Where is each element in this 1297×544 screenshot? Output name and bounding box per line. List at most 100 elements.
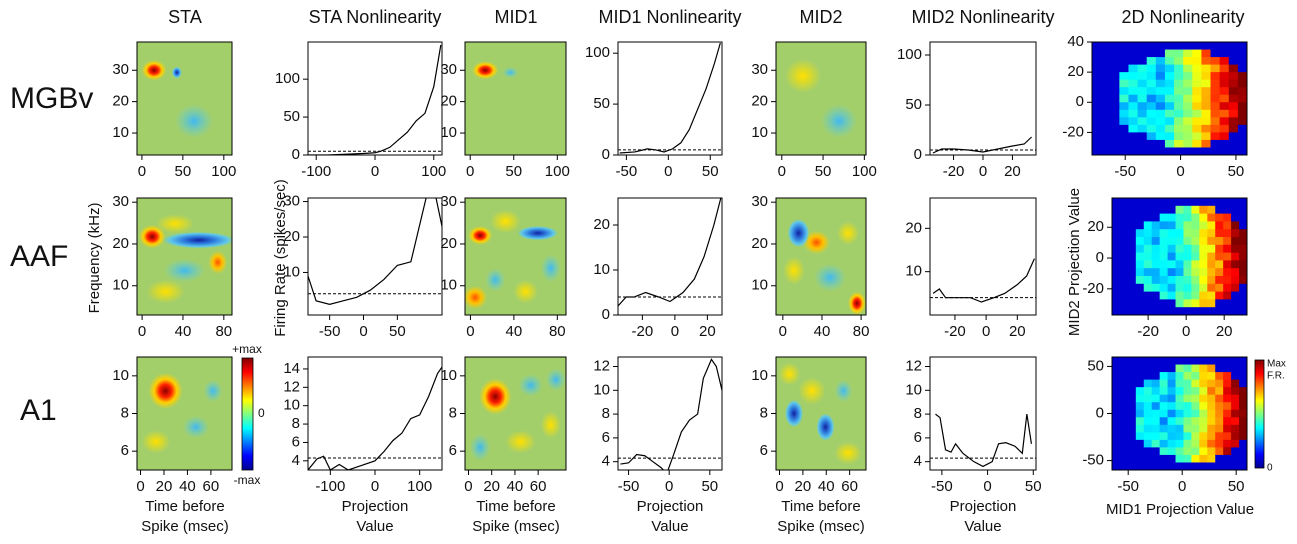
heatmap-cell	[1223, 424, 1232, 433]
x-tick-label: 0	[983, 478, 991, 495]
heatmap-cell	[1151, 198, 1161, 207]
heatmap-cell	[1201, 49, 1212, 58]
heatmap-cell	[1174, 132, 1184, 141]
heatmap-blob	[837, 221, 859, 245]
heatmap-cell	[1164, 79, 1175, 88]
heatmap-cell	[1119, 462, 1129, 470]
heatmap-cell	[1167, 205, 1177, 215]
heatmap-cell	[1183, 291, 1192, 300]
frame	[136, 41, 233, 156]
heatmap-cell	[1101, 139, 1111, 148]
colorbar-label: Max	[1267, 359, 1286, 370]
heatmap-cell	[1231, 276, 1240, 285]
heatmap-cell	[1137, 147, 1148, 155]
heatmap-cell	[1119, 409, 1129, 418]
heatmap-cell	[1183, 276, 1192, 285]
heatmap-cell	[1175, 260, 1184, 269]
heatmap-cell	[1112, 268, 1121, 277]
x-tick-label: -20	[1137, 323, 1159, 340]
heatmap-cell	[1223, 229, 1232, 238]
row-label: MGBv	[10, 82, 93, 115]
x-tick-label: 0	[138, 323, 146, 340]
heatmap-cell	[1191, 409, 1200, 418]
heatmap-cell	[1239, 252, 1247, 261]
heatmap-cell	[1175, 237, 1184, 246]
heatmap-cell	[1119, 364, 1129, 373]
heatmap-cell	[1191, 307, 1200, 315]
heatmap-cell	[1199, 372, 1208, 381]
heatmap-cell	[1219, 102, 1230, 111]
heatmap-blob	[146, 279, 185, 304]
heatmap-cell	[1110, 72, 1120, 81]
heatmap-cell	[1199, 432, 1208, 441]
colorbar	[241, 357, 254, 471]
x-tick-label: 0	[1176, 163, 1184, 180]
heatmap-cell	[1112, 213, 1121, 222]
heatmap-cell	[1183, 102, 1193, 111]
heatmap-cell	[1159, 307, 1169, 315]
heatmap-cell	[1119, 79, 1129, 88]
heatmap-cell	[1183, 117, 1193, 126]
heatmap-cell	[1239, 198, 1247, 207]
heatmap-cell	[1199, 205, 1208, 215]
column-title: STA Nonlinearity	[309, 7, 442, 27]
heatmap-cell	[1155, 102, 1166, 111]
heatmap-cell	[1155, 132, 1166, 141]
heatmap-cell	[1215, 229, 1224, 238]
heatmap-cell	[1146, 147, 1157, 155]
heatmap-cell	[1199, 417, 1208, 426]
column-title: STA	[168, 7, 202, 27]
heatmap-cell	[1112, 432, 1121, 441]
heatmap-cell	[1146, 124, 1157, 133]
heatmap-cell	[1201, 132, 1212, 141]
heatmap-cell	[1112, 237, 1121, 246]
heatmap-cell	[1143, 424, 1153, 433]
panel: 0 40 80 10 20 30	[751, 193, 869, 340]
heatmap-cell	[1228, 147, 1239, 155]
heatmap-cell	[1199, 402, 1208, 411]
heatmap-cell	[1127, 409, 1137, 418]
heatmap-cell	[1239, 260, 1247, 269]
heatmap-cell	[1207, 409, 1216, 418]
heatmap-cell	[1175, 424, 1184, 433]
heatmap-cell	[1119, 237, 1129, 246]
x-tick-label: 50	[701, 478, 718, 495]
y-tick-label: 10	[283, 263, 300, 280]
x-axis-label: Projection	[950, 498, 1017, 515]
heatmap-blob	[470, 433, 491, 461]
y-tick-label: -50	[1082, 452, 1104, 469]
heatmap-cell	[1192, 49, 1202, 58]
y-tick-label: 8	[602, 405, 610, 422]
heatmap-cell	[1183, 205, 1192, 215]
heatmap-cell	[1210, 102, 1221, 111]
heatmap-cell	[1239, 424, 1247, 433]
heatmap-cell	[1146, 139, 1157, 148]
heatmap-cell	[1151, 454, 1161, 463]
heatmap-cell	[1112, 409, 1121, 418]
heatmap-cell	[1183, 402, 1192, 411]
heatmap-cell	[1167, 439, 1177, 448]
plot-area	[1112, 198, 1247, 315]
heatmap-cell	[1143, 268, 1153, 277]
heatmap-cell	[1201, 109, 1212, 118]
y-tick-label: 0	[292, 146, 300, 163]
heatmap-cell	[1192, 139, 1202, 148]
heatmap-cell	[1223, 291, 1232, 300]
colorbar-label: -max	[234, 473, 261, 487]
heatmap-blob	[787, 219, 810, 248]
heatmap-cell	[1112, 394, 1121, 403]
heatmap-cell	[1219, 79, 1230, 88]
heatmap-cell	[1135, 357, 1145, 366]
heatmap-cell	[1237, 102, 1247, 111]
x-tick-label: 0	[359, 323, 367, 340]
heatmap-cell	[1151, 439, 1161, 448]
heatmap-cell	[1167, 252, 1177, 261]
heatmap-cell	[1192, 72, 1202, 81]
heatmap-cell	[1191, 424, 1200, 433]
heatmap-cell	[1210, 124, 1221, 133]
heatmap-blob	[513, 279, 538, 304]
heatmap-cell	[1159, 364, 1169, 373]
heatmap-cell	[1101, 42, 1111, 51]
heatmap-cell	[1164, 139, 1175, 148]
